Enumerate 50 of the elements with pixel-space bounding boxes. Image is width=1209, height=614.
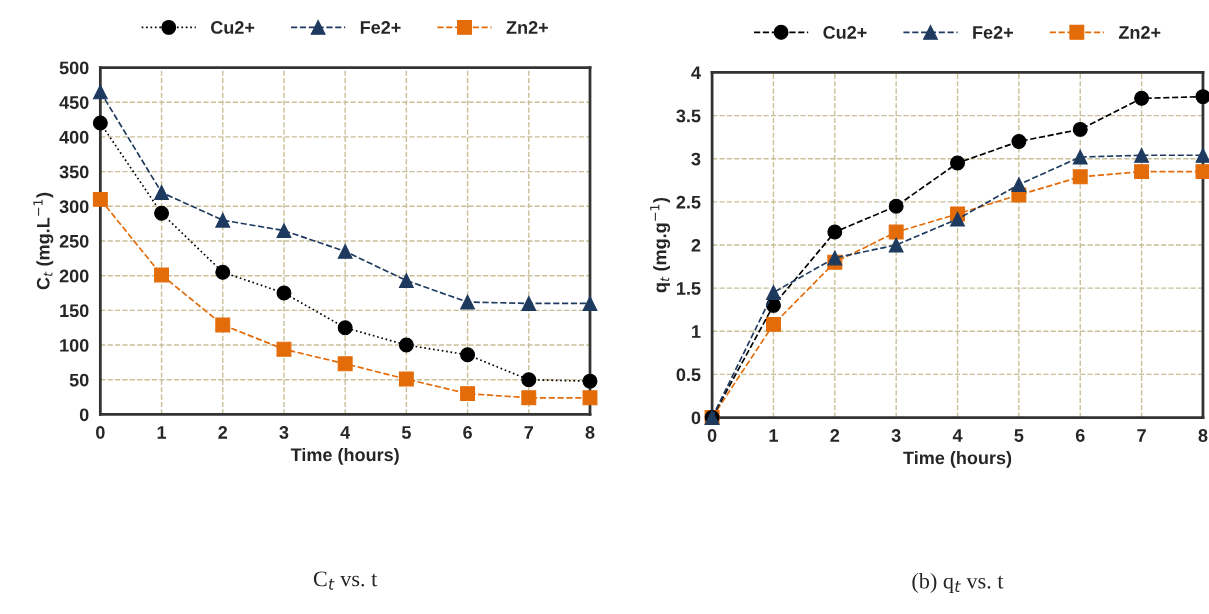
x-tick-label: 2 bbox=[218, 426, 228, 439]
x-axis-title: Time (hours) bbox=[290, 447, 399, 465]
x-tick-label: 4 bbox=[952, 429, 963, 442]
y-tick-label: 250 bbox=[59, 234, 89, 248]
y-axis-title: C$_{t}$ (mg.L$^{−1}$) bbox=[33, 192, 54, 290]
y-tick-label: 150 bbox=[60, 304, 89, 318]
text: C$_{t}$ vs. t bbox=[313, 571, 378, 590]
x-tick-label: 2 bbox=[830, 429, 840, 442]
legend-label: Cu2+ bbox=[823, 26, 867, 39]
x-tick-label: 0 bbox=[707, 429, 717, 442]
y-tick-label: 0 bbox=[79, 408, 89, 422]
x-tick-label: 7 bbox=[1137, 429, 1146, 442]
x-tick-label: 7 bbox=[524, 426, 534, 439]
x-tick-label: 6 bbox=[1075, 429, 1085, 442]
legend-label: Fe2+ bbox=[973, 26, 1013, 39]
y-tick-label: 0.5 bbox=[676, 368, 701, 382]
y-tick-label: 350 bbox=[59, 165, 89, 179]
x-tick-label: 4 bbox=[340, 426, 351, 439]
legend-label: Zn2+ bbox=[1118, 26, 1161, 39]
x-tick-label: 0 bbox=[96, 426, 105, 439]
y-tick-label: 2 bbox=[691, 238, 701, 252]
legend-label: Fe2+ bbox=[360, 21, 401, 34]
x-tick-label: 3 bbox=[279, 426, 289, 439]
x-tick-label: 5 bbox=[401, 426, 411, 439]
y-tick-label: 450 bbox=[59, 96, 89, 109]
y-tick-label: 500 bbox=[59, 61, 89, 75]
legend-label: Cu2+ bbox=[211, 21, 255, 34]
y-tick-label: 1.5 bbox=[677, 282, 701, 295]
x-tick-label: 8 bbox=[1198, 429, 1208, 442]
x-tick-label: 1 bbox=[769, 429, 778, 442]
x-tick-label: 5 bbox=[1014, 429, 1024, 442]
y-tick-label: 0 bbox=[691, 411, 701, 425]
y-tick-label: 4 bbox=[691, 66, 701, 79]
y-tick-label: 3.5 bbox=[676, 109, 701, 123]
y-tick-label: 3 bbox=[691, 152, 701, 166]
x-axis-title: Time (hours) bbox=[903, 451, 1012, 468]
x-tick-label: 6 bbox=[463, 426, 472, 439]
y-tick-label: 100 bbox=[60, 339, 89, 352]
y-tick-label: 1 bbox=[692, 325, 701, 338]
x-tick-label: 3 bbox=[891, 429, 901, 442]
y-tick-label: 2.5 bbox=[676, 195, 701, 209]
x-tick-label: 1 bbox=[157, 426, 167, 439]
y-tick-label: 300 bbox=[59, 200, 89, 214]
text: (b) q$_{t}$ vs. t bbox=[912, 572, 1004, 594]
y-tick-label: 200 bbox=[59, 269, 89, 283]
legend-label: Zn2+ bbox=[506, 21, 548, 34]
x-tick-label: 8 bbox=[585, 426, 595, 439]
y-axis-title: q$_{t}$ (mg.g$^{−1}$) bbox=[650, 197, 671, 293]
y-tick-label: 50 bbox=[69, 373, 89, 387]
y-tick-label: 400 bbox=[59, 130, 89, 144]
